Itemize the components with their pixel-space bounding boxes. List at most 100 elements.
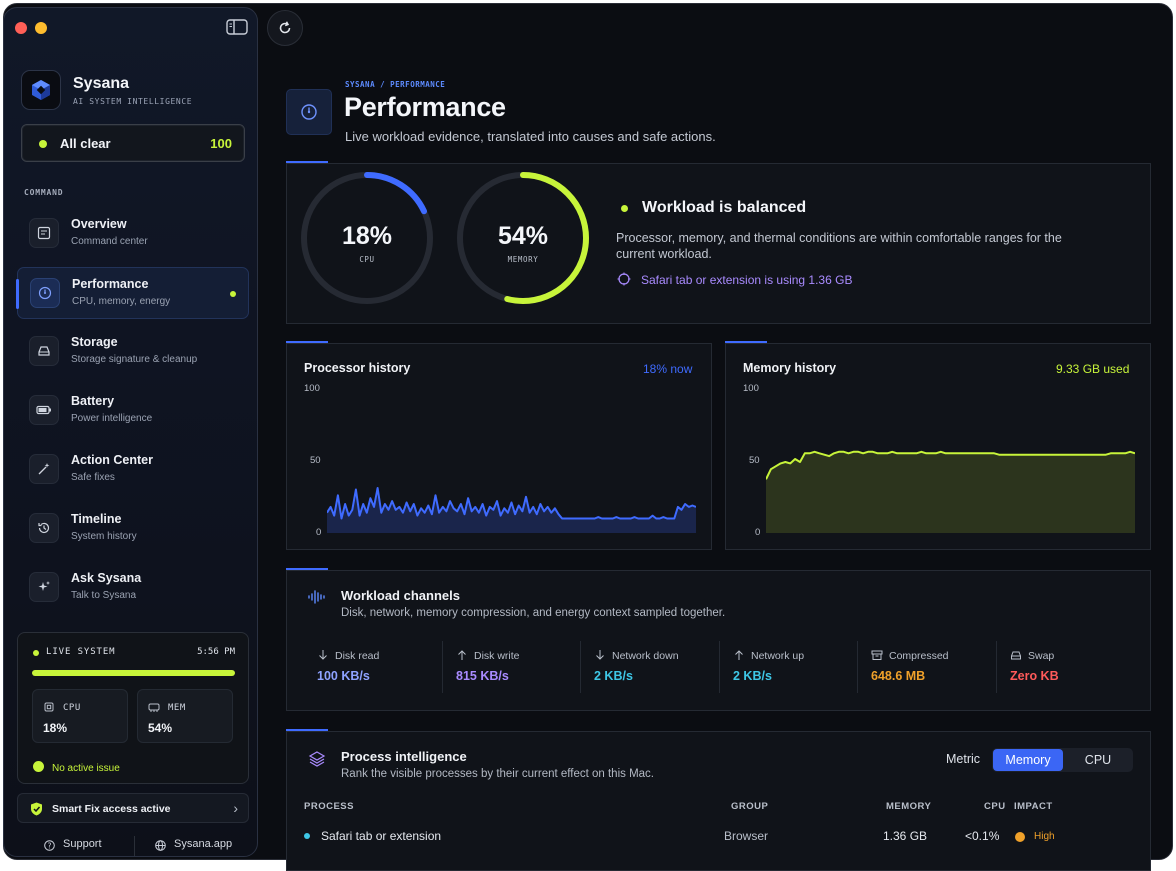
processor-now-label: 18% now xyxy=(643,362,693,376)
card-accent xyxy=(286,341,328,343)
y-tick-label: 0 xyxy=(755,527,761,538)
sidebar-item-storage[interactable]: Storage Storage signature & cleanup xyxy=(17,326,249,378)
website-link[interactable]: Sysana.app xyxy=(174,838,233,850)
y-tick-label: 50 xyxy=(310,455,321,466)
channel-label: Network up xyxy=(751,650,805,662)
health-score: 100 xyxy=(210,136,232,151)
sidebar-item-sub: System history xyxy=(71,531,137,542)
sidebar-item-sub: Storage signature & cleanup xyxy=(71,354,198,365)
column-header-process[interactable]: PROCESS xyxy=(304,801,354,812)
cpu-mini-value: 18% xyxy=(43,721,68,735)
sidebar-item-timeline[interactable]: Timeline System history xyxy=(17,503,249,555)
support-link[interactable]: Support xyxy=(63,838,102,850)
breadcrumb: SYSANA / PERFORMANCE xyxy=(345,80,446,89)
memory-ring-caption: MEMORY xyxy=(507,255,539,264)
sidebar-item-label: Ask Sysana xyxy=(71,571,142,585)
channel-divider xyxy=(442,641,443,693)
app-tagline: AI SYSTEM INTELLIGENCE xyxy=(73,96,193,106)
smart-fix-button[interactable]: Smart Fix access active › xyxy=(17,793,249,823)
refresh-icon xyxy=(279,21,291,34)
channel-swap: Swap Zero KB xyxy=(1010,641,1149,693)
sidebar-item-overview[interactable]: Overview Command center xyxy=(17,208,249,260)
metric-option-memory[interactable]: Memory xyxy=(993,749,1063,771)
live-system-card: LIVE SYSTEM 5:56 PM CPU 18% MEM 54% No a… xyxy=(17,632,249,784)
column-header-cpu[interactable]: CPU xyxy=(984,801,1006,812)
smart-fix-label: Smart Fix access active xyxy=(52,803,171,815)
footer-divider xyxy=(134,836,135,856)
sidebar-item-label: Overview xyxy=(71,217,127,231)
page-title: Performance xyxy=(344,92,506,122)
channel-label: Disk write xyxy=(474,650,520,662)
channel-disk-write: Disk write 815 KB/s xyxy=(456,641,595,693)
process-cpu: <0.1% xyxy=(965,829,1000,843)
process-intelligence-subtitle: Rank the visible processes by their curr… xyxy=(341,768,654,780)
layers-icon xyxy=(308,751,326,767)
status-dot xyxy=(39,140,47,148)
sidebar-item-action-center[interactable]: Action Center Safe fixes xyxy=(17,444,249,496)
sidebar-item-ask-sysana[interactable]: Ask Sysana Talk to Sysana xyxy=(17,562,249,614)
arrow-down-icon xyxy=(596,650,604,660)
channel-value: 815 KB/s xyxy=(456,669,509,683)
process-color-dot xyxy=(304,833,310,839)
memory-ring-gauge xyxy=(457,172,589,304)
channel-compressed: Compressed 648.6 MB xyxy=(871,641,1010,693)
channel-label: Compressed xyxy=(889,650,949,662)
column-header-memory[interactable]: MEMORY xyxy=(886,801,932,812)
sparkle-icon xyxy=(29,572,59,602)
arrow-up-icon xyxy=(458,650,466,660)
workload-status-title: Workload is balanced xyxy=(642,199,807,216)
channel-value: Zero KB xyxy=(1010,669,1059,683)
card-accent xyxy=(286,568,328,570)
memory-history-chart xyxy=(766,450,1135,533)
check-circle-icon xyxy=(33,761,44,772)
y-tick-label: 0 xyxy=(316,527,322,538)
close-window-button[interactable] xyxy=(15,22,27,34)
battery-icon xyxy=(29,395,59,425)
target-icon xyxy=(617,272,631,286)
shield-check-icon xyxy=(31,802,42,816)
sidebar-item-performance[interactable]: Performance CPU, memory, energy xyxy=(16,267,249,319)
mem-mini-stat: MEM 54% xyxy=(137,689,233,743)
processor-history-chart xyxy=(327,487,696,533)
nav-section-title: COMMAND xyxy=(24,188,64,197)
minimize-window-button[interactable] xyxy=(35,22,47,34)
process-name[interactable]: Safari tab or extension xyxy=(321,829,442,843)
channel-value: 2 KB/s xyxy=(594,669,633,683)
column-header-impact[interactable]: IMPACT xyxy=(1014,801,1053,812)
y-tick-label: 50 xyxy=(749,455,760,466)
overview-icon xyxy=(29,218,59,248)
sidebar-item-label: Timeline xyxy=(71,512,122,526)
live-activity-bar xyxy=(32,670,235,676)
live-dot xyxy=(33,650,39,656)
page-subtitle: Live workload evidence, translated into … xyxy=(345,129,716,144)
cpu-ring-label: 18% CPU xyxy=(299,222,435,264)
memory-icon xyxy=(148,703,160,712)
channels-title: Workload channels xyxy=(341,588,460,603)
channel-divider xyxy=(857,641,858,693)
channel-label: Network down xyxy=(612,650,679,662)
status-label: All clear xyxy=(60,136,111,151)
memory-ring-arc xyxy=(457,172,589,304)
y-tick-label: 100 xyxy=(743,383,759,394)
metric-label: Metric xyxy=(946,752,981,766)
mem-mini-value: 54% xyxy=(148,721,173,735)
sidebar-toggle-icon[interactable] xyxy=(226,18,248,36)
memory-used-label: 9.33 GB used xyxy=(1056,362,1130,376)
metric-option-cpu[interactable]: CPU xyxy=(1084,753,1112,767)
chevron-right-icon: › xyxy=(233,800,238,816)
sidebar-item-label: Action Center xyxy=(71,453,153,467)
top-consumer-note[interactable]: Safari tab or extension is using 1.36 GB xyxy=(641,273,853,287)
memory-history-title: Memory history xyxy=(743,361,837,375)
cpu-ring-arc xyxy=(301,172,433,304)
status-dot xyxy=(621,205,628,212)
channel-label: Swap xyxy=(1028,650,1055,662)
health-status-card[interactable]: All clear 100 xyxy=(21,124,245,162)
column-header-group[interactable]: GROUP xyxy=(731,801,769,812)
globe-icon xyxy=(155,840,166,851)
cpu-mini-stat: CPU 18% xyxy=(32,689,128,743)
refresh-button[interactable] xyxy=(267,10,303,46)
sidebar-item-battery[interactable]: Battery Power intelligence xyxy=(17,385,249,437)
arrow-up-icon xyxy=(735,650,743,660)
memory-ring-label: 54% MEMORY xyxy=(455,222,591,264)
channels-subtitle: Disk, network, memory compression, and e… xyxy=(341,607,726,619)
